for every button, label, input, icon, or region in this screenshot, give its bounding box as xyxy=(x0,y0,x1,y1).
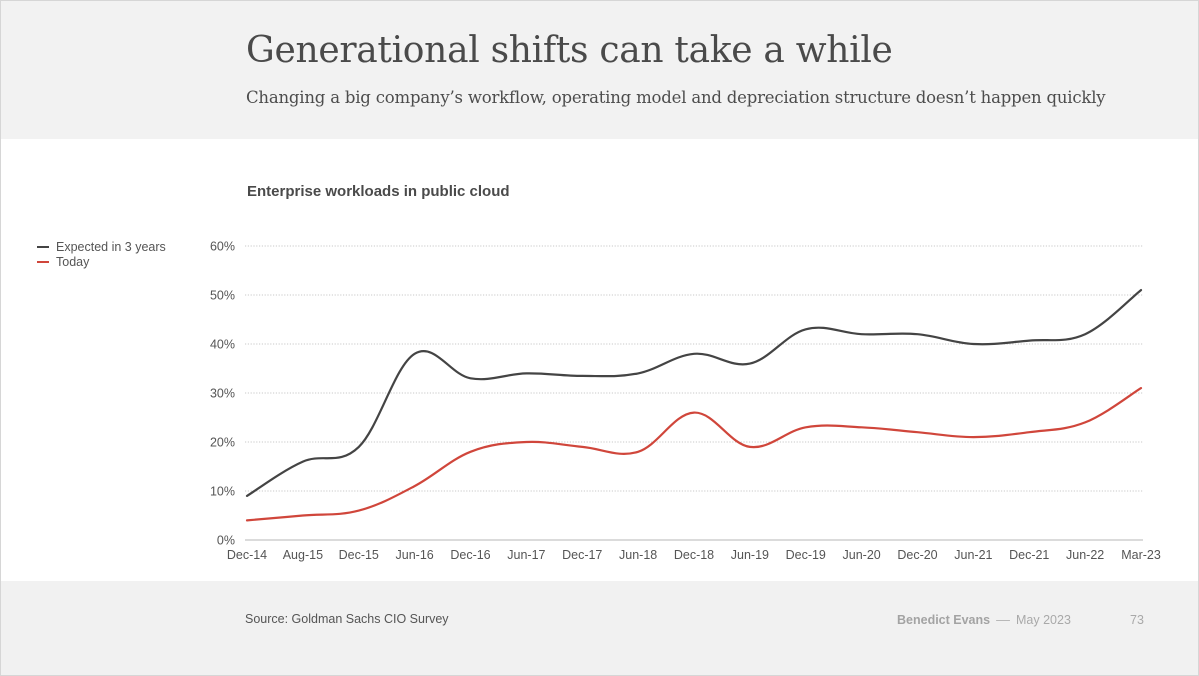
author-credit: Benedict Evans –– May 2023 xyxy=(897,613,1071,627)
x-tick-label: Dec-19 xyxy=(786,548,826,562)
chart-title: Enterprise workloads in public cloud xyxy=(247,183,510,200)
slide-footer xyxy=(1,581,1198,675)
legend-item-today: Today xyxy=(37,254,166,269)
x-tick-label: Jun-18 xyxy=(619,548,657,562)
x-tick-label: Mar-23 xyxy=(1121,548,1161,562)
x-tick-label: Jun-19 xyxy=(731,548,769,562)
x-tick-label: Dec-16 xyxy=(450,548,490,562)
x-tick-label: Dec-18 xyxy=(674,548,714,562)
x-tick-label: Jun-22 xyxy=(1066,548,1104,562)
slide-header xyxy=(1,1,1198,139)
legend-swatch-today xyxy=(37,260,49,263)
y-tick-label: 20% xyxy=(210,436,235,450)
x-tick-label: Jun-20 xyxy=(843,548,881,562)
gridlines xyxy=(245,245,1143,541)
source-note: Source: Goldman Sachs CIO Survey xyxy=(245,612,449,626)
x-tick-label: Jun-21 xyxy=(954,548,992,562)
x-tick-label: Dec-21 xyxy=(1009,548,1049,562)
y-tick-label: 0% xyxy=(217,534,235,548)
y-tick-label: 60% xyxy=(210,240,235,254)
page-number: 73 xyxy=(1130,613,1144,627)
x-tick-label: Dec-17 xyxy=(562,548,602,562)
y-tick-label: 10% xyxy=(210,485,235,499)
x-tick-label: Dec-14 xyxy=(227,548,267,562)
series-line-expected-in-3-years xyxy=(245,289,1143,497)
author-separator: –– xyxy=(996,613,1010,627)
x-tick-label: Aug-15 xyxy=(283,548,323,562)
x-tick-label: Dec-20 xyxy=(897,548,937,562)
y-tick-label: 50% xyxy=(210,289,235,303)
x-tick-label: Jun-17 xyxy=(507,548,545,562)
slide-subtitle: Changing a big company’s workflow, opera… xyxy=(246,88,1106,107)
series-line-today xyxy=(245,387,1143,522)
slide-date: May 2023 xyxy=(1016,613,1071,627)
x-axis-ticks: Dec-14 Aug-15 Dec-15 Jun-16 Dec-16 Jun-17 Dec-… xyxy=(227,548,1161,562)
y-tick-label: 40% xyxy=(210,338,235,352)
legend-label-expected: Expected in 3 years xyxy=(56,239,166,254)
chart-legend: Expected in 3 years Today xyxy=(37,239,166,269)
x-tick-label: Dec-15 xyxy=(339,548,379,562)
slide-title: Generational shifts can take a while xyxy=(246,30,893,71)
x-tick-label: Jun-16 xyxy=(396,548,434,562)
series-today xyxy=(245,387,1143,522)
legend-swatch-expected xyxy=(37,245,49,248)
author-name: Benedict Evans xyxy=(897,613,991,627)
series-lines xyxy=(245,289,1143,522)
legend-label-today: Today xyxy=(56,254,90,269)
series-expected-in-3-years xyxy=(245,289,1143,497)
legend-item-expected: Expected in 3 years xyxy=(37,239,166,254)
y-axis-ticks: 0% 10% 20% 30% 40% 50% 60% xyxy=(210,240,235,548)
line-chart: 0% 10% 20% 30% 40% 50% 60% Dec-14 Aug-15 Dec-15 J… xyxy=(210,240,1161,563)
y-tick-label: 30% xyxy=(210,387,235,401)
